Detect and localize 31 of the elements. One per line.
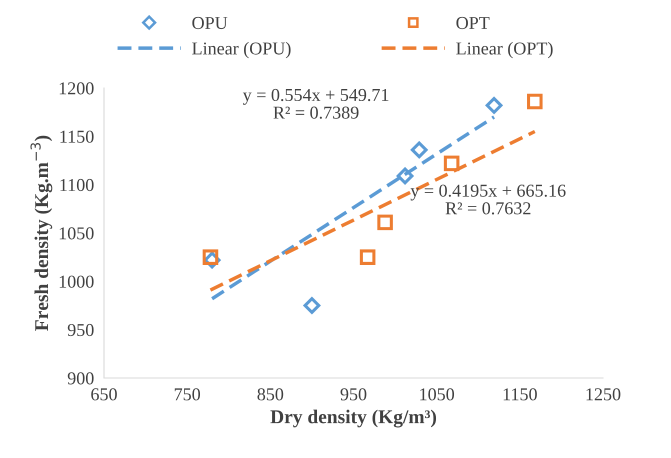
y-tick-label: 900 — [68, 372, 94, 384]
point — [527, 94, 543, 110]
y-tick-label: 950 — [68, 324, 94, 336]
legend-label: Linear (OPU) — [192, 42, 291, 58]
point — [486, 96, 502, 114]
point — [377, 214, 393, 230]
x-tick-label: 1050 — [420, 388, 454, 400]
point — [396, 168, 414, 184]
annotation: y = 0.554x + 549.71 R² = 0.7389 — [242, 88, 388, 119]
annotation: y = 0.4195x + 665.16 R² = 0.7632 — [410, 184, 566, 215]
x-tick-label: 750 — [174, 388, 200, 400]
point — [360, 249, 376, 265]
x-axis-title: Dry density (Kg/m³) — [270, 410, 436, 428]
point — [304, 297, 320, 314]
legend-label: OPU — [192, 16, 228, 30]
x-tick-label: 1250 — [586, 388, 620, 400]
x-tick-label: 650 — [91, 388, 117, 400]
y-tick-label: 1200 — [60, 82, 94, 94]
point — [410, 141, 428, 158]
y-axis-title: Fresh density (Kg.m$^{−3}$) — [30, 136, 52, 331]
x-tick-label: 1150 — [504, 388, 537, 400]
legend-label: OPT — [456, 16, 490, 30]
y-tick-label: 1100 — [60, 178, 94, 192]
y-tick-label: 1050 — [60, 227, 94, 240]
x-tick-label: 850 — [257, 388, 284, 400]
x-tick-label: 950 — [340, 388, 366, 400]
y-tick-label: 1150 — [60, 130, 94, 143]
legend-label: Linear (OPT) — [456, 42, 553, 58]
y-tick-label: 1000 — [60, 276, 94, 288]
point — [444, 156, 460, 172]
point — [202, 249, 218, 265]
